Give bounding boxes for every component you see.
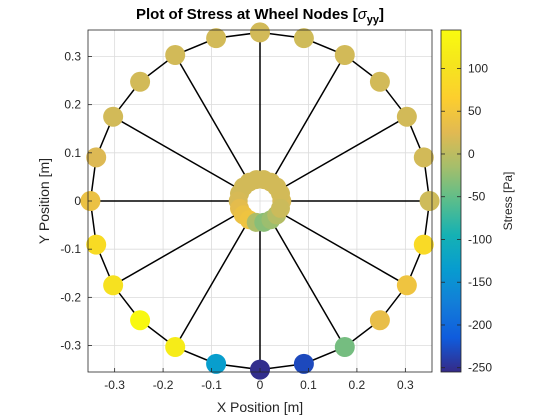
rim-node-19 (293, 353, 314, 374)
colorbar-tick-label-3: -50 (468, 190, 486, 204)
rim-node-10 (103, 106, 124, 127)
colorbar-tick-label-5: -150 (468, 275, 492, 289)
rim-node-5 (293, 28, 314, 49)
y-tick-label-6: 0.3 (64, 49, 81, 63)
y-tick-label-1: -0.2 (60, 290, 81, 304)
rim-node-21 (369, 310, 390, 331)
rim-node-20 (334, 337, 355, 358)
rim-node-2 (396, 106, 417, 127)
x-tick-label-1: -0.2 (153, 378, 174, 392)
rim-node-7 (206, 28, 227, 49)
rim-node-1 (413, 147, 434, 168)
wheel-nodes (80, 22, 440, 380)
chart-title-symbol: σ (358, 6, 368, 23)
colorbar-tick-label-7: -250 (468, 361, 492, 375)
x-tick-label-3: 0 (257, 378, 264, 392)
y-axis-label: Y Position [m] (36, 158, 52, 244)
chart-title-subscript: yy (367, 14, 380, 26)
x-tick-label-0: -0.3 (104, 378, 125, 392)
colorbar-tick-label-1: 50 (468, 104, 482, 118)
rim-node-15 (130, 310, 151, 331)
spoke-11 (278, 211, 408, 286)
x-tick-label-2: -0.1 (201, 378, 222, 392)
rim-node-13 (86, 234, 107, 255)
y-tick-label-2: -0.1 (60, 242, 81, 256)
colorbar-tick-label-2: 0 (468, 147, 475, 161)
spoke-5 (112, 116, 242, 191)
colorbar-gradient (440, 29, 462, 373)
rim-node-6 (250, 22, 270, 43)
y-tick-label-5: 0.2 (64, 98, 81, 112)
x-tick-label-5: 0.2 (349, 378, 366, 392)
rim-node-16 (165, 337, 186, 358)
x-tick-label-6: 0.3 (397, 378, 414, 392)
colorbar: 100 50 0 -50 -100 -150 -200 -250 (440, 29, 492, 375)
rim-node-14 (103, 275, 124, 296)
x-tick-label-4: 0.1 (300, 378, 317, 392)
colorbar-label: Stress [Pa] (501, 172, 515, 231)
rim-node-8 (165, 44, 186, 65)
spoke-8 (174, 219, 250, 348)
y-tick-label-0: -0.3 (60, 339, 81, 353)
rim-node-9 (130, 71, 151, 92)
hub-node-17 (270, 198, 290, 218)
rim-node-11 (86, 147, 107, 168)
spoke-2 (270, 54, 346, 183)
y-tick-label-3: 0 (74, 194, 81, 208)
spoke-7 (112, 211, 242, 286)
colorbar-tick-label-4: -100 (468, 232, 492, 246)
axis-ticks: -0.3 -0.2 -0.1 0 0.1 0.2 0.3 -0.3 -0.2 -0.1 0 0.1 0.… (60, 49, 414, 392)
x-axis-label: X Position [m] (217, 399, 303, 415)
y-tick-label-4: 0.1 (64, 146, 81, 160)
rim-node-22 (396, 275, 417, 296)
spoke-4 (174, 54, 250, 183)
rim-node-3 (369, 71, 390, 92)
spoke-10 (270, 219, 346, 348)
rim-node-23 (413, 234, 434, 255)
colorbar-tick-label-6: -200 (468, 318, 492, 332)
spoke-1 (278, 116, 408, 191)
colorbar-tick-label-0: 100 (468, 61, 488, 75)
rim-node-0 (419, 191, 440, 211)
rim-node-17 (206, 353, 227, 374)
chart-title-close: ] (379, 6, 384, 23)
rim-node-4 (334, 44, 355, 65)
chart-title: Plot of Stress at Wheel Nodes [σyy] (136, 6, 384, 26)
chart-title-text: Plot of Stress at Wheel Nodes [ (136, 6, 358, 23)
